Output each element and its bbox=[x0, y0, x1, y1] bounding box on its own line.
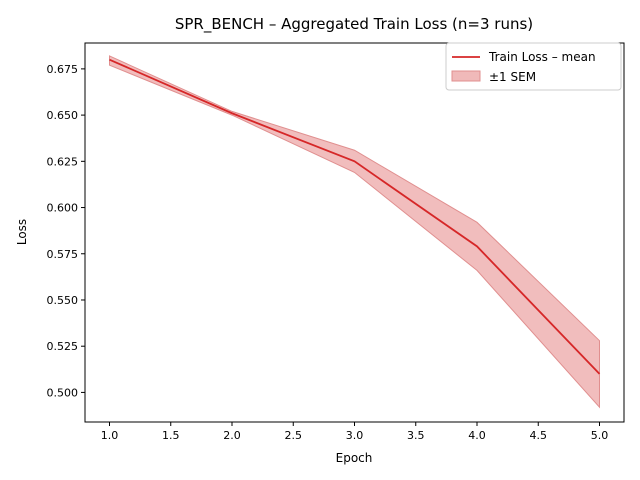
series-line-train-loss-mean bbox=[109, 58, 601, 375]
x-tick-label: 5.0 bbox=[591, 429, 609, 442]
legend-label-sem: ±1 SEM bbox=[489, 70, 536, 84]
x-tick-label: 4.0 bbox=[468, 429, 486, 442]
sem-band bbox=[109, 55, 600, 409]
x-tick-label: 2.0 bbox=[223, 429, 241, 442]
legend: Train Loss – mean ±1 SEM bbox=[445, 42, 622, 91]
axes: 1.0 1.5 2.0 2.5 3.0 3.5 4.0 4.5 5.0 0.500 0.525 0.5… bbox=[47, 42, 625, 442]
x-tick-label: 2.5 bbox=[285, 429, 303, 442]
legend-label-mean: Train Loss – mean bbox=[488, 50, 596, 64]
y-tick-label: 0.675 bbox=[47, 63, 79, 76]
x-tick-label: 1.5 bbox=[162, 429, 180, 442]
y-tick-label: 0.600 bbox=[47, 202, 79, 215]
y-tick-label: 0.625 bbox=[47, 155, 79, 168]
y-tick-label: 0.650 bbox=[47, 109, 79, 122]
x-tick-label: 3.0 bbox=[346, 429, 364, 442]
x-tick-label: 4.5 bbox=[530, 429, 548, 442]
y-tick-label: 0.525 bbox=[47, 340, 79, 353]
y-axis-label: Loss bbox=[15, 219, 29, 245]
legend-swatch-sem-band bbox=[451, 70, 481, 82]
y-tick-label: 0.550 bbox=[47, 294, 79, 307]
y-tick-label: 0.500 bbox=[47, 386, 79, 399]
plot-area bbox=[109, 55, 601, 409]
chart-title: SPR_BENCH – Aggregated Train Loss (n=3 r… bbox=[175, 15, 533, 34]
plot-frame bbox=[84, 42, 625, 423]
x-tick-label: 1.0 bbox=[101, 429, 119, 442]
x-axis-label: Epoch bbox=[336, 451, 373, 465]
y-tick-label: 0.575 bbox=[47, 248, 79, 261]
x-tick-label: 3.5 bbox=[407, 429, 425, 442]
legend-frame bbox=[445, 42, 622, 91]
